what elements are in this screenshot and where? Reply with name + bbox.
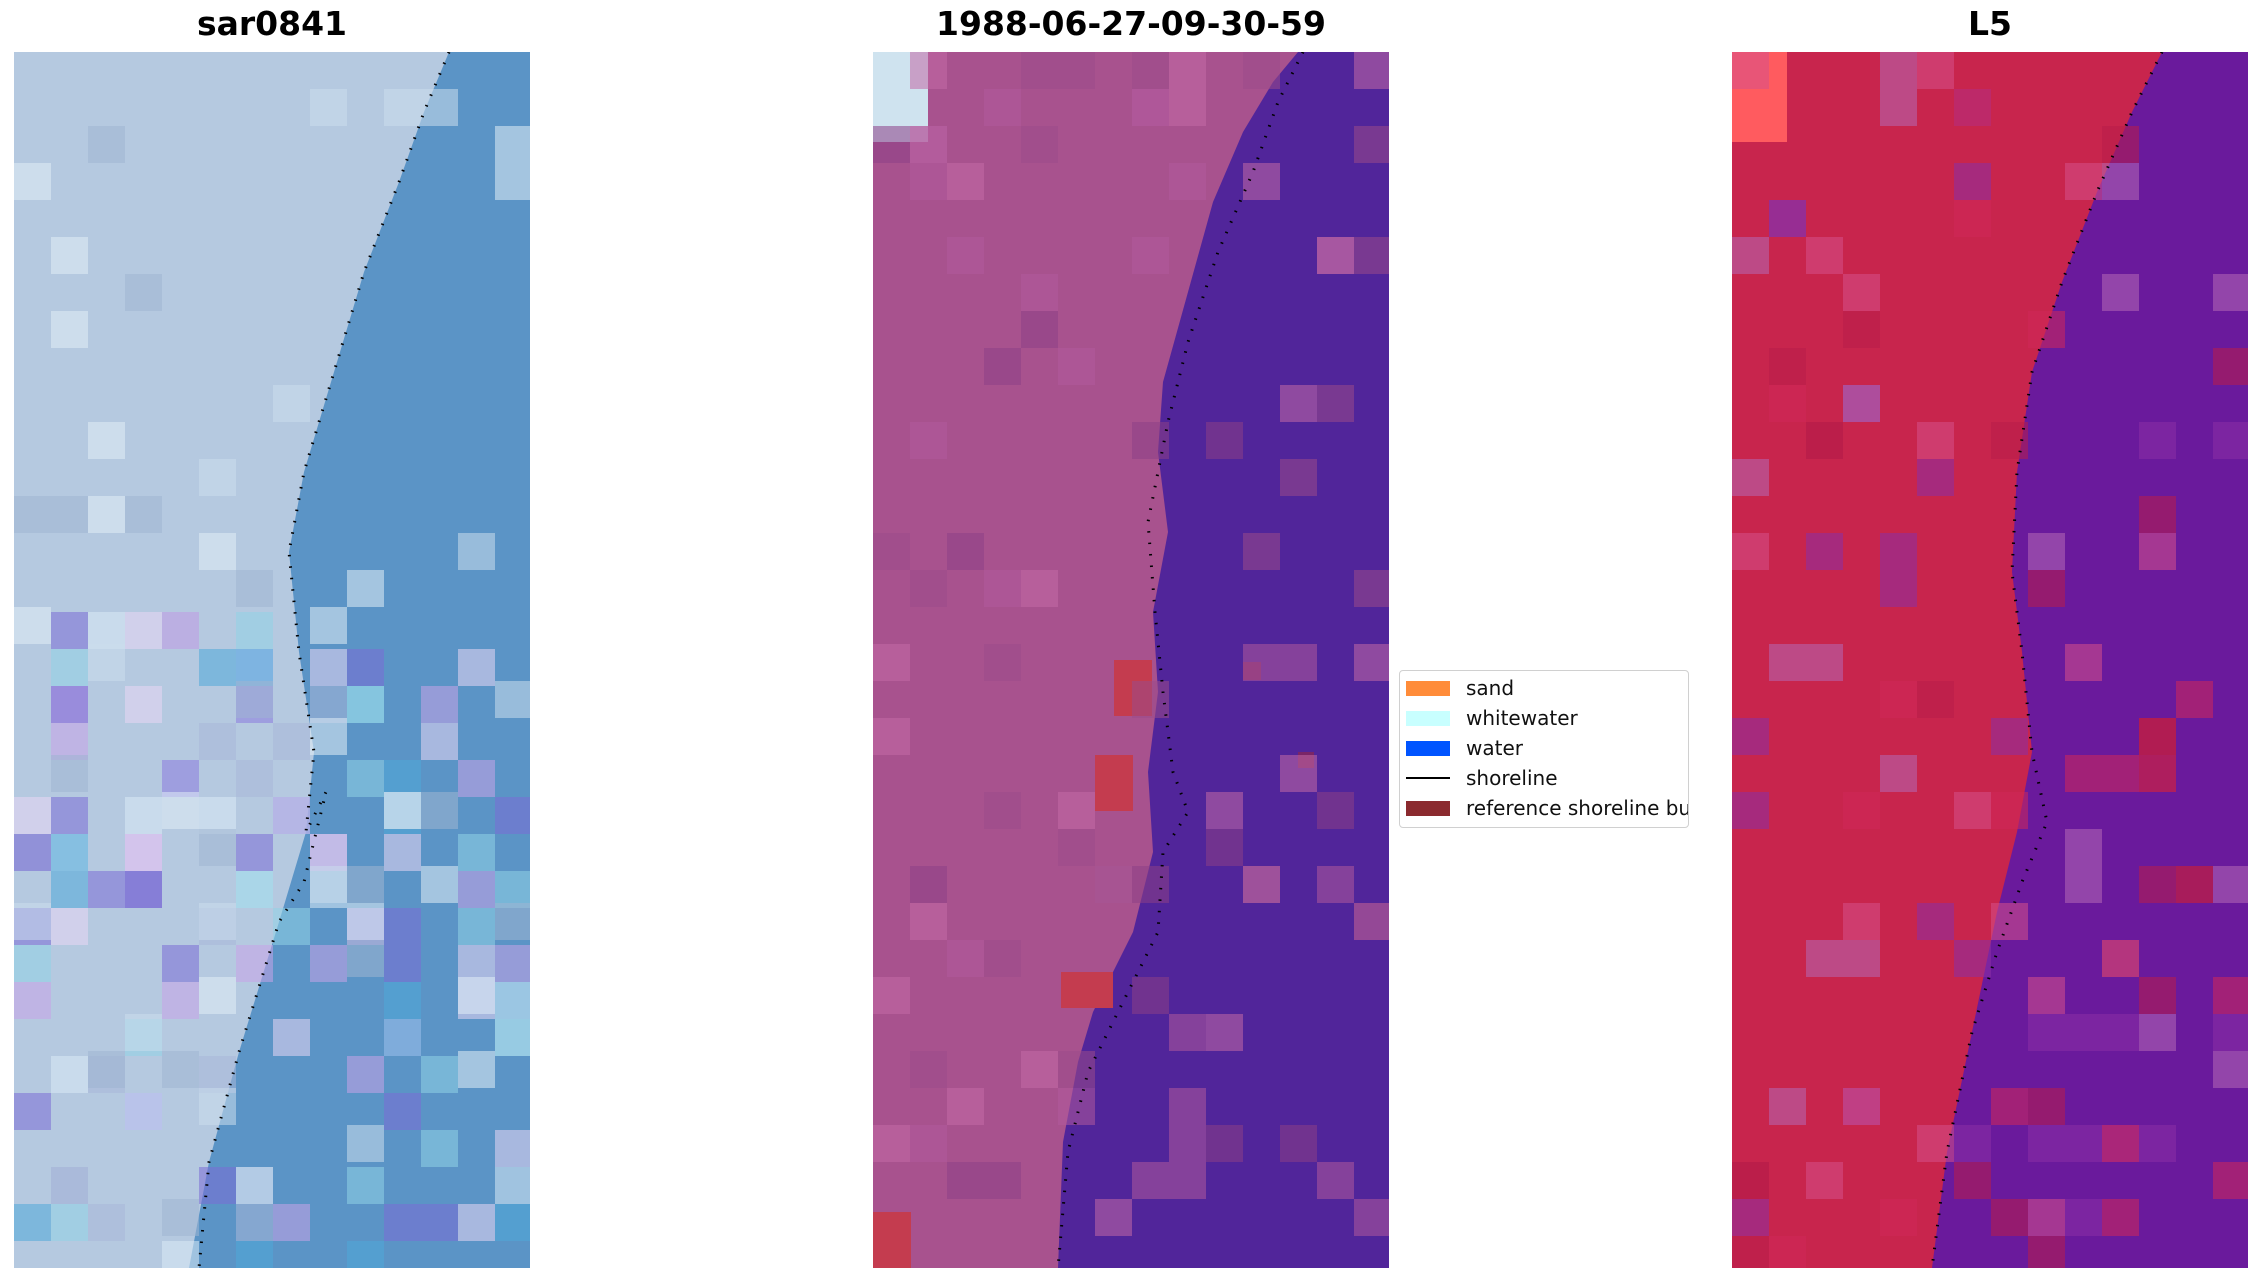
legend-label-shoreline: shoreline [1466, 766, 1558, 790]
legend-label-sand: sand [1466, 676, 1515, 700]
legend-item-sand: sand [1406, 675, 1514, 701]
shoreline-line-icon [1406, 777, 1450, 779]
panel-title-2: 1988-06-27-09-30-59 [936, 4, 1326, 43]
satellite-image-2 [873, 52, 1389, 1268]
satellite-image-1 [14, 52, 530, 1268]
legend-label-water: water [1466, 736, 1523, 760]
legend-item-whitewater: whitewater [1406, 705, 1578, 731]
sand-swatch-icon [1406, 680, 1450, 696]
satellite-image-panel-1 [14, 52, 530, 1268]
panel-title-3: L5 [1968, 4, 2012, 43]
reference-buffer-swatch-icon [1406, 800, 1450, 816]
legend-item-reference-buffer: reference shoreline buffer [1406, 795, 1688, 821]
whitewater-swatch-icon [1406, 710, 1450, 726]
legend: sand whitewater water shoreline referenc… [1399, 670, 1689, 828]
satellite-image-panel-3 [1732, 52, 2248, 1268]
panel-title-1: sar0841 [196, 4, 348, 43]
satellite-image-3 [1732, 52, 2248, 1268]
legend-label-reference-buffer: reference shoreline buffer [1466, 796, 1688, 820]
legend-label-whitewater: whitewater [1466, 706, 1578, 730]
legend-item-water: water [1406, 735, 1523, 761]
legend-item-shoreline: shoreline [1406, 765, 1558, 791]
water-swatch-icon [1406, 740, 1450, 756]
satellite-image-panel-2 [873, 52, 1389, 1268]
